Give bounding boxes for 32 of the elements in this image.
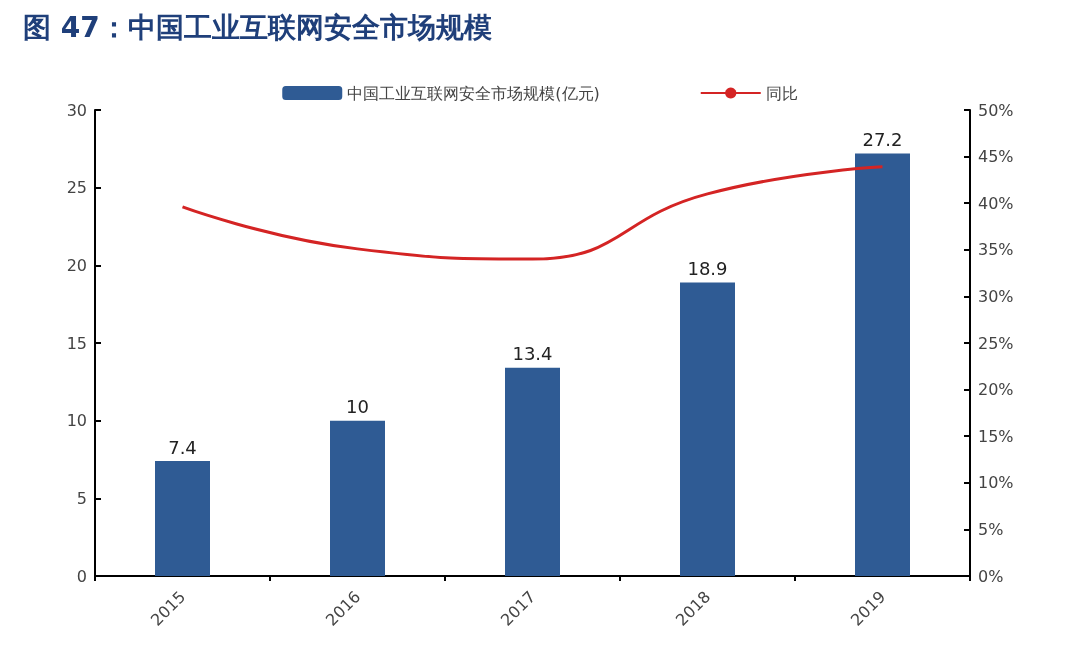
y2-tick-label: 40% (978, 193, 1014, 213)
y-tick-label: 20 (66, 255, 87, 275)
y2-tick-label: 15% (978, 426, 1014, 446)
y2-tick-label: 35% (978, 240, 1014, 260)
y-tick-label: 0 (76, 566, 87, 586)
data-label: 10 (346, 396, 369, 418)
bar (505, 367, 560, 576)
bar (680, 282, 735, 576)
y2-tick-label: 10% (978, 473, 1014, 493)
bar (855, 153, 910, 576)
y2-tick-label: 20% (978, 380, 1014, 400)
line-series (181, 165, 884, 261)
data-label: 18.9 (687, 257, 728, 279)
legend-label: 同比 (765, 83, 798, 103)
bar (330, 420, 385, 576)
y2-tick-label: 5% (978, 519, 1004, 539)
y2-tick-label: 30% (978, 286, 1014, 306)
y-tick-label: 5 (76, 488, 87, 508)
y-tick-label: 10 (66, 411, 87, 431)
bar (155, 461, 210, 576)
data-label: 27.2 (862, 128, 903, 150)
y-tick-label: 30 (66, 100, 87, 120)
y2-tick-label: 25% (978, 333, 1014, 353)
y2-tick-label: 0% (978, 566, 1004, 586)
data-label: 7.4 (168, 436, 197, 458)
y2-tick-label: 50% (978, 100, 1014, 120)
y-tick-label: 25 (66, 178, 87, 198)
legend-label: 中国工业互联网安全市场规模(亿元) (347, 83, 600, 103)
chart-title: 图 47：中国工业互联网安全市场规模 (23, 10, 492, 44)
y-tick-label: 15 (66, 333, 87, 353)
data-label: 13.4 (512, 343, 553, 365)
y2-tick-label: 45% (978, 147, 1014, 167)
